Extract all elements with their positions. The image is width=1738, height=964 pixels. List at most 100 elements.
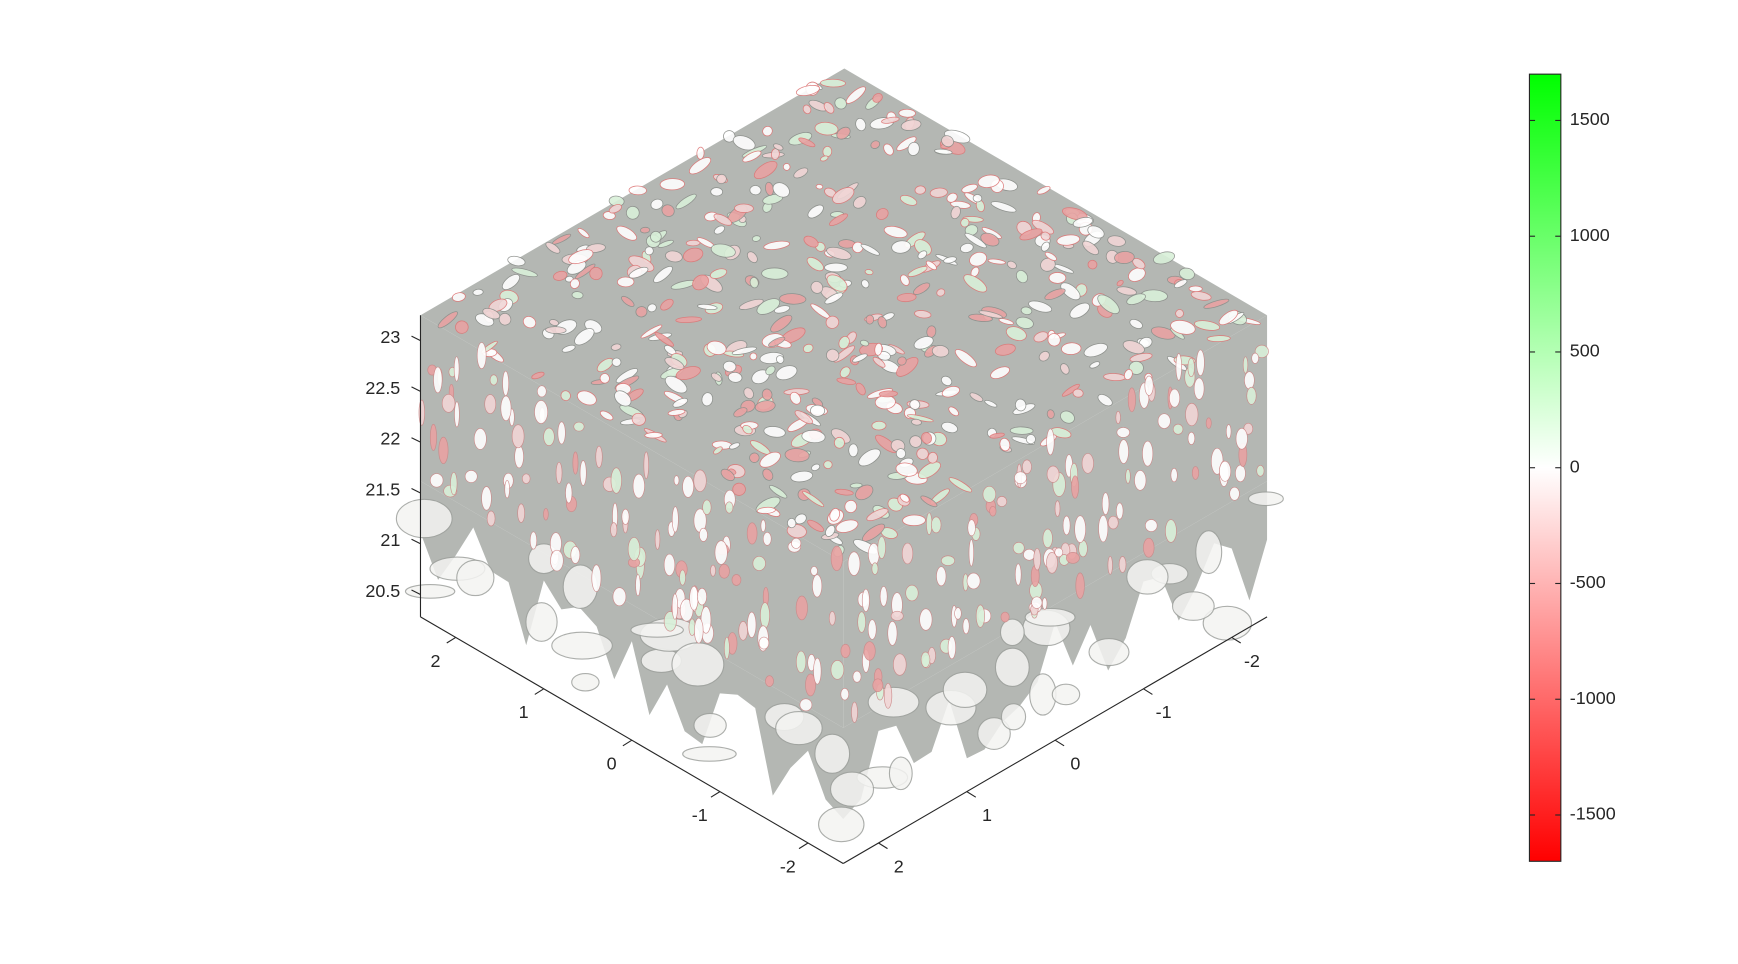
texture — [891, 240, 912, 254]
texture — [1081, 453, 1094, 474]
texture — [725, 501, 734, 514]
texture — [994, 343, 1016, 356]
texture — [1014, 398, 1027, 412]
texture — [710, 187, 724, 197]
texture — [1175, 353, 1182, 381]
texture — [732, 482, 746, 496]
texture — [941, 421, 958, 434]
texture — [671, 506, 679, 533]
texture — [844, 499, 858, 514]
texture — [1134, 470, 1147, 491]
texture — [883, 682, 893, 709]
texture — [454, 401, 460, 428]
texture — [650, 230, 662, 243]
texture — [1020, 306, 1033, 316]
texture — [1089, 361, 1101, 369]
texture — [917, 461, 941, 479]
texture — [743, 387, 754, 400]
texture — [728, 442, 741, 450]
texture — [733, 407, 748, 418]
texture — [920, 495, 938, 508]
texture — [930, 516, 942, 534]
texture — [635, 574, 641, 597]
texture — [504, 480, 510, 499]
texture — [830, 660, 845, 680]
lower-blob — [1088, 637, 1130, 667]
texture — [852, 670, 862, 683]
z-tick — [411, 335, 421, 342]
texture — [683, 247, 704, 263]
texture — [453, 356, 460, 382]
texture — [967, 519, 976, 537]
texture — [500, 395, 512, 422]
texture — [665, 250, 683, 263]
texture — [738, 298, 764, 310]
x-tick — [798, 842, 809, 850]
y-tick — [966, 791, 977, 798]
texture — [746, 522, 758, 545]
colorbar-tick-label: -500 — [1570, 572, 1606, 592]
x-tick-label: 2 — [431, 651, 441, 671]
texture — [713, 446, 723, 455]
texture — [1169, 388, 1181, 408]
texture — [753, 161, 778, 180]
texture — [898, 108, 916, 118]
texture — [450, 472, 458, 496]
texture — [990, 366, 1011, 380]
texture — [1191, 466, 1200, 480]
texture — [1054, 547, 1064, 558]
texture — [795, 650, 807, 674]
texture — [858, 448, 881, 467]
texture — [1082, 240, 1099, 256]
texture — [1219, 460, 1232, 482]
texture — [653, 266, 673, 284]
texture — [521, 473, 531, 484]
texture — [710, 372, 722, 382]
texture — [948, 406, 959, 417]
texture — [805, 673, 816, 697]
texture — [1190, 291, 1212, 301]
texture — [693, 469, 707, 492]
texture — [565, 482, 573, 504]
texture — [883, 225, 908, 239]
texture — [950, 205, 961, 220]
texture — [847, 551, 861, 576]
texture — [560, 390, 571, 401]
texture — [920, 651, 931, 668]
texture — [632, 473, 645, 499]
texture — [1015, 270, 1029, 284]
texture — [947, 636, 957, 660]
texture — [914, 310, 932, 319]
texture — [811, 463, 821, 471]
y-tick-label: 0 — [1070, 754, 1080, 774]
texture — [1061, 383, 1080, 397]
texture — [667, 409, 686, 416]
x-tick-label: 1 — [519, 702, 529, 722]
texture — [1218, 309, 1239, 326]
texture — [1087, 259, 1098, 270]
texture — [959, 242, 974, 253]
texture — [464, 470, 478, 483]
texture — [628, 266, 649, 279]
texture — [887, 620, 898, 646]
texture — [557, 421, 566, 445]
texture — [610, 343, 622, 351]
texture — [1115, 410, 1121, 425]
texture — [747, 611, 757, 638]
texture — [989, 432, 1005, 439]
texture — [650, 198, 664, 210]
texture — [1144, 375, 1154, 396]
texture — [1196, 349, 1205, 377]
texture — [759, 451, 781, 468]
texture — [644, 432, 663, 439]
texture — [946, 192, 958, 203]
texture — [954, 607, 962, 620]
texture — [765, 675, 774, 687]
z-tick — [411, 386, 421, 392]
z-tick-label: 21.5 — [365, 479, 400, 499]
texture — [476, 342, 487, 370]
texture — [948, 477, 973, 493]
texture — [897, 356, 907, 366]
texture — [878, 390, 898, 398]
texture — [720, 468, 735, 482]
